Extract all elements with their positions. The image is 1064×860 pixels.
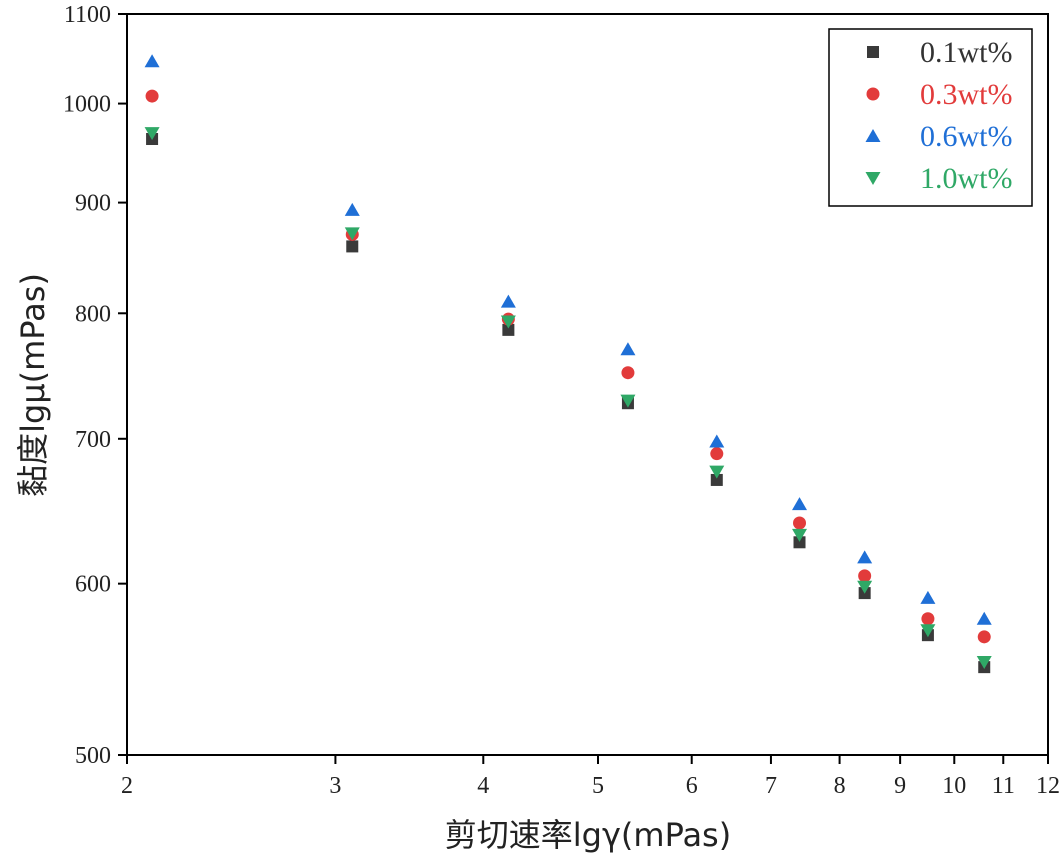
x-axis-title: 剪切速率lgγ(mPas) <box>445 816 731 854</box>
legend: 0.1wt% 0.3wt% 0.6wt% 1.0wt% <box>828 28 1033 207</box>
data-point <box>793 516 807 530</box>
y-tick-label: 1000 <box>63 92 111 118</box>
data-point <box>977 630 991 644</box>
x-tick-label: 10 <box>942 773 966 799</box>
data-point <box>346 240 359 253</box>
legend-marker <box>866 87 880 101</box>
legend-marker <box>865 172 881 185</box>
y-axis: 500 600 700 800 900 1000 1100 <box>63 2 127 769</box>
data-point <box>793 536 806 549</box>
data-point <box>344 202 360 216</box>
x-tick-label: 5 <box>592 773 604 799</box>
data-point <box>621 366 635 380</box>
x-tick-label: 12 <box>1036 773 1060 799</box>
legend-label: 1.0wt% <box>920 162 1013 195</box>
legend-marker <box>865 129 881 142</box>
data-point <box>976 656 992 670</box>
data-point <box>857 580 873 594</box>
data-point <box>500 294 516 308</box>
data-point <box>709 465 725 479</box>
y-tick-label: 500 <box>75 743 111 769</box>
legend-label: 0.1wt% <box>920 36 1013 69</box>
data-point <box>344 227 360 241</box>
legend-label: 0.3wt% <box>920 78 1013 111</box>
data-point <box>710 447 724 461</box>
data-point <box>921 612 935 626</box>
y-tick-label: 900 <box>75 191 111 217</box>
data-point <box>500 315 516 329</box>
series-1-0wt- <box>144 127 992 670</box>
legend-box <box>828 28 1033 207</box>
data-point <box>620 394 636 408</box>
series-0-1wt- <box>146 133 991 674</box>
x-tick-label: 11 <box>992 773 1015 799</box>
y-axis-title: 黏度lgμ(mPas) <box>14 273 52 497</box>
data-point <box>502 323 515 336</box>
data-point <box>144 54 160 68</box>
data-point <box>620 342 636 356</box>
series-0-6wt- <box>144 54 992 625</box>
legend-marker <box>867 46 879 58</box>
legend-label: 0.6wt% <box>920 120 1013 153</box>
x-tick-label: 6 <box>686 773 698 799</box>
y-tick-label: 1100 <box>64 2 111 28</box>
x-tick-label: 9 <box>894 773 906 799</box>
x-tick-label: 7 <box>765 773 777 799</box>
data-point <box>976 611 992 625</box>
data-point <box>858 569 872 583</box>
data-point <box>920 624 936 638</box>
data-point <box>145 89 159 103</box>
data-point <box>144 127 160 141</box>
plot-frame <box>126 13 1049 756</box>
x-axis: 2 3 4 5 6 7 8 9 10 11 12 <box>121 755 1060 799</box>
data-points <box>144 54 992 674</box>
x-tick-label: 4 <box>477 773 489 799</box>
x-tick-label: 2 <box>121 773 133 799</box>
x-tick-label: 3 <box>329 773 341 799</box>
data-point <box>920 590 936 604</box>
x-tick-label: 8 <box>834 773 846 799</box>
y-tick-label: 800 <box>75 301 111 327</box>
data-point <box>857 550 873 564</box>
data-point <box>709 434 725 448</box>
data-point <box>710 473 723 486</box>
y-tick-label: 700 <box>75 427 111 453</box>
y-tick-label: 600 <box>75 572 111 598</box>
data-point <box>792 497 808 511</box>
data-point <box>792 528 808 542</box>
